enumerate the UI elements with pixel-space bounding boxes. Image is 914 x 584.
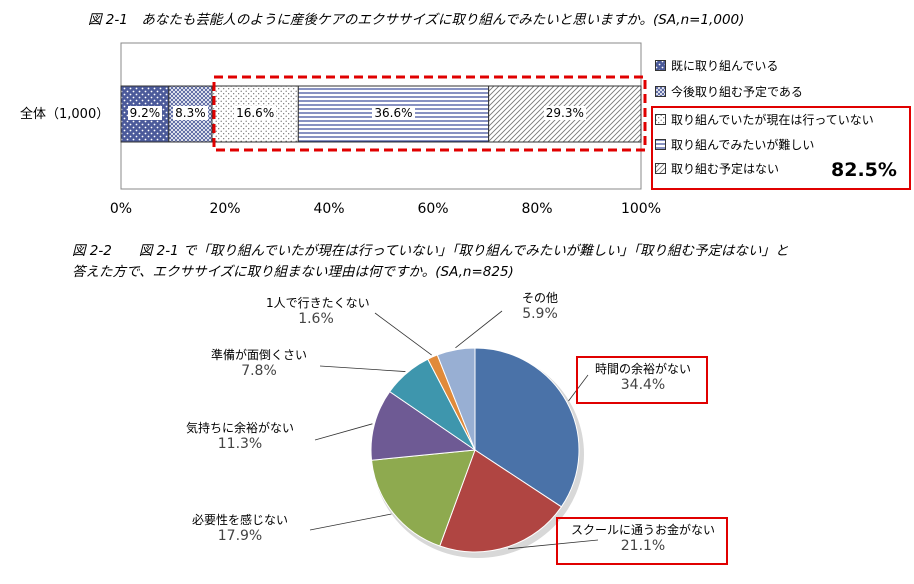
pie-leader-line-4 <box>314 423 373 441</box>
pie-label-text: その他 <box>521 291 558 305</box>
pie-label-value: 17.9% <box>217 528 263 544</box>
x-tick-label: 40% <box>313 201 345 217</box>
pie-label-value: 5.9% <box>522 306 558 322</box>
chart1-title: 図 2-1 あなたも芸能人のように産後ケアのエクササイズに取り組んでみたいと思い… <box>88 12 745 28</box>
legend-swatch-3 <box>655 114 666 125</box>
legend-swatch-4 <box>655 139 666 150</box>
chart2-title-line1: 図 2-2 図 2-1 で「取り組んでいたが現在は行っていない」「取り組んでみた… <box>72 243 789 259</box>
pie-label-4: 気持ちに余裕がない 11.3% <box>170 419 310 452</box>
pie-leader-line-5 <box>319 365 406 372</box>
pie-slice-2 <box>439 449 563 553</box>
legend-highlight-box <box>651 106 911 190</box>
bar-segment-label-3: 16.6% <box>234 106 277 120</box>
pie-label-2: スクールに通うお金がない 21.1% <box>558 521 728 554</box>
pie-label-value: 21.1% <box>620 538 666 554</box>
pie-leader-line-1 <box>568 374 589 402</box>
highlight-percentage: 82.5% <box>831 159 897 181</box>
pie-slice-3 <box>370 449 476 547</box>
pie-label-value: 1.6% <box>298 311 334 327</box>
dashed-highlight-box <box>212 75 647 152</box>
pie-label-6: 1人で行きたくない 1.6% <box>266 294 370 327</box>
pie-label-highlight-box <box>576 356 708 404</box>
x-tick-label: 80% <box>521 201 553 217</box>
pie-label-value: 11.3% <box>217 436 263 452</box>
pie-slice-7 <box>436 347 476 451</box>
pie-label-text: 1人で行きたくない <box>266 296 370 310</box>
pie-leader-line-3 <box>309 513 392 531</box>
x-tick-label: 60% <box>417 201 449 217</box>
bar-category-label: 全体（1,000） <box>20 107 110 122</box>
bar-segment-label-5: 29.3% <box>543 106 586 120</box>
legend-item-5: 取り組む予定はない <box>655 161 779 177</box>
legend-item-3: 取り組んでいたが現在は行っていない <box>655 112 874 128</box>
pie-label-5: 準備が面倒くさい 7.8% <box>204 346 314 379</box>
pie-label-7: その他 5.9% <box>500 289 580 322</box>
pie-label-text: スクールに通うお金がない <box>570 523 715 537</box>
x-tick-label: 100% <box>620 201 662 217</box>
legend-item-4: 取り組んでみたいが難しい <box>655 137 814 153</box>
pie-label-3: 必要性を感じない 17.9% <box>170 511 310 544</box>
bar-segment-label-1: 9.2% <box>127 106 163 120</box>
legend-swatch-1 <box>655 60 666 71</box>
pie-leader-line-7 <box>455 310 503 349</box>
pie-label-highlight-box <box>556 517 728 565</box>
pie-leader-line-2 <box>508 539 599 550</box>
x-tick-label: 20% <box>209 201 241 217</box>
chart2-title-line2: 答えた方で、エクササイズに取り組まない理由は何ですか。(SA,n=825) <box>72 264 514 280</box>
bar-segment-label-2: 8.3% <box>173 106 208 120</box>
legend-swatch-5 <box>655 163 666 174</box>
legend-item-1: 既に取り組んでいる <box>655 58 778 74</box>
pie-label-text: 必要性を感じない <box>191 513 288 527</box>
pie-slice-4 <box>370 390 477 461</box>
pie-label-value: 34.4% <box>620 377 666 393</box>
pie-label-text: 準備が面倒くさい <box>210 348 307 362</box>
pie-chart <box>309 310 599 558</box>
pie-slice-1 <box>474 347 580 508</box>
pie-leader-line-6 <box>374 312 432 356</box>
pie-label-1: 時間の余裕がない 34.4% <box>578 360 708 393</box>
legend-item-2: 今後取り組む予定である <box>655 84 803 100</box>
pie-label-text: 時間の余裕がない <box>594 362 691 376</box>
bar-segment-label-4: 36.6% <box>372 106 415 120</box>
legend-swatch-2 <box>655 86 666 97</box>
x-tick-label: 0% <box>109 201 133 217</box>
pie-label-value: 7.8% <box>241 363 277 379</box>
pie-label-text: 気持ちに余裕がない <box>185 421 294 435</box>
